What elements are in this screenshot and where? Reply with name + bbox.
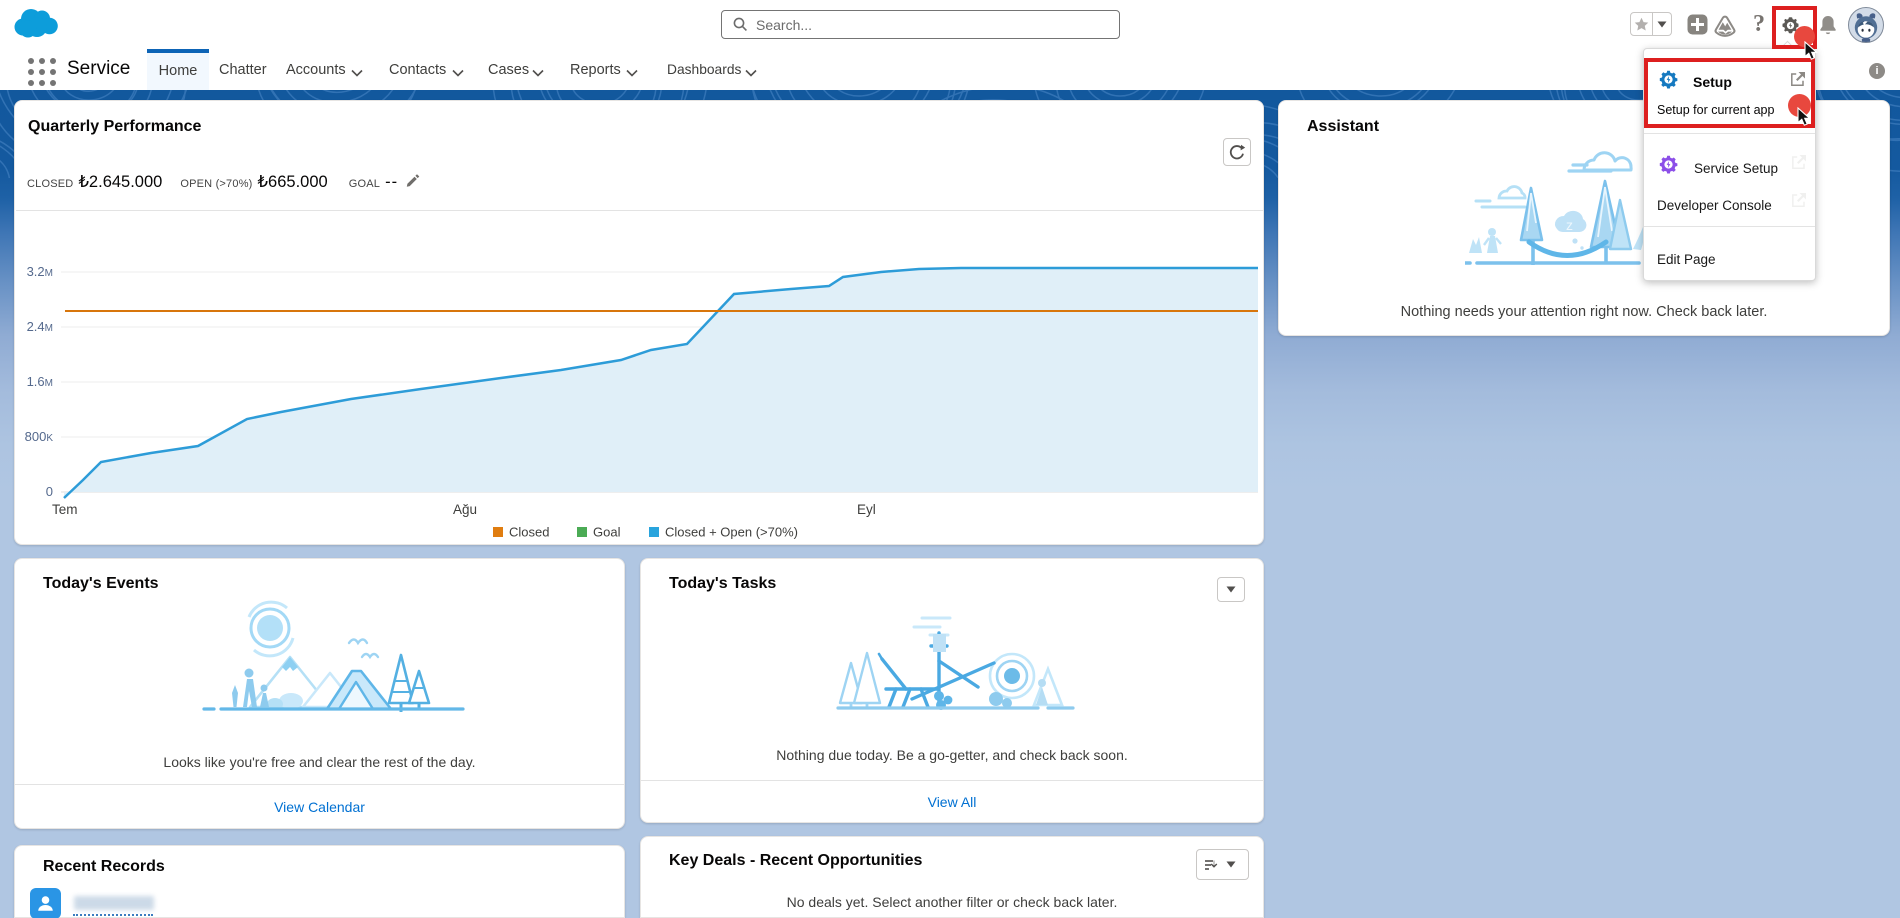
svg-text:800K: 800K	[25, 429, 54, 444]
svg-text:Ağu: Ağu	[453, 502, 477, 517]
svg-text:1.6M: 1.6M	[27, 374, 53, 389]
svg-text:z: z	[1566, 217, 1573, 233]
svg-text:Tem: Tem	[52, 502, 78, 517]
svg-text:0: 0	[46, 484, 53, 499]
svg-text:Closed: Closed	[509, 525, 549, 540]
svg-text:?: ?	[1753, 13, 1765, 36]
svg-text:Goal: Goal	[593, 525, 621, 540]
svg-text:Closed + Open (>70%): Closed + Open (>70%)	[665, 525, 798, 540]
svg-text:2.4M: 2.4M	[27, 319, 53, 334]
svg-text:Eyl: Eyl	[857, 502, 876, 517]
svg-text:3.2M: 3.2M	[27, 264, 53, 279]
